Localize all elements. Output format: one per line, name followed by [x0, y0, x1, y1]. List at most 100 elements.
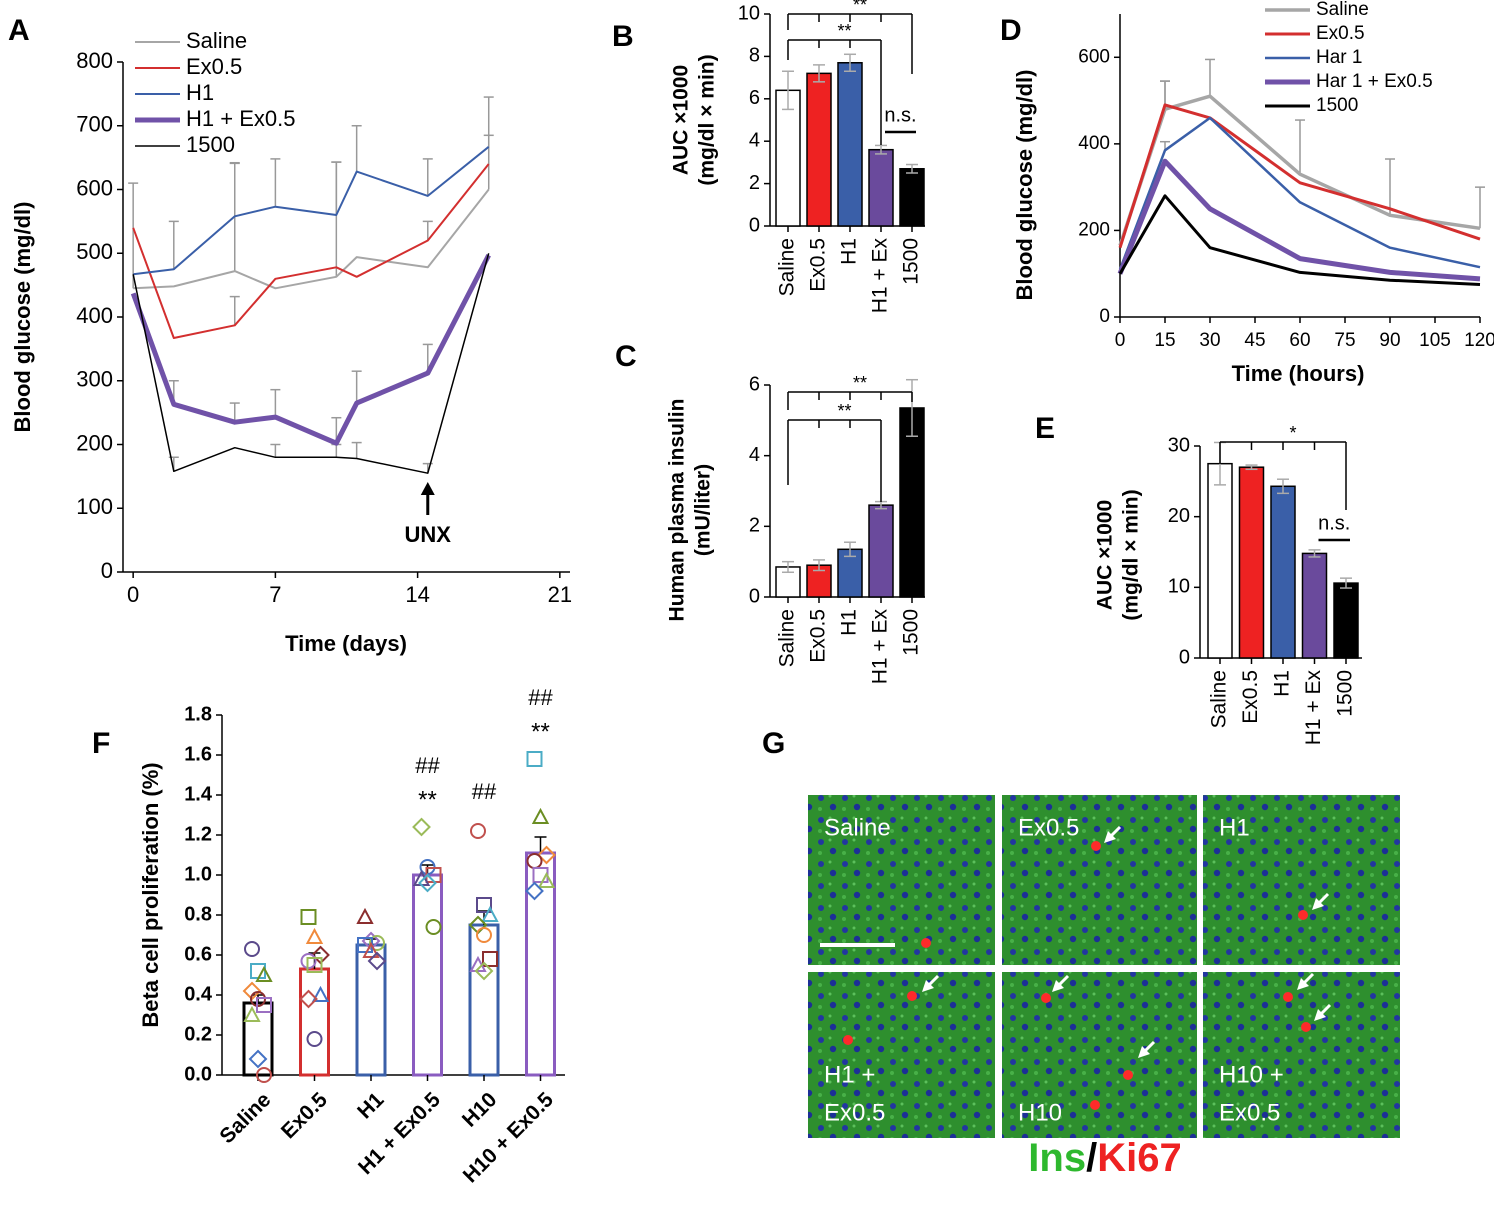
- series-line: [132, 253, 490, 474]
- bar: [1238, 466, 1265, 659]
- data-point: [531, 807, 550, 824]
- panel-letter: G: [762, 727, 785, 760]
- data-point: [300, 909, 317, 925]
- ki67-cell: [1298, 910, 1308, 920]
- panel-letter: F: [92, 727, 110, 760]
- x-tick-label: 0: [1115, 330, 1126, 351]
- data-point: [306, 957, 323, 973]
- x-tick-label: Ex0.5: [807, 609, 830, 663]
- y-tick-label: 4: [749, 129, 760, 151]
- x-tick-label: Ex0.5: [807, 238, 830, 292]
- significance-label: **: [837, 21, 851, 41]
- data-point: [418, 873, 437, 893]
- significance-label: n.s.: [1318, 512, 1350, 534]
- data-point: [311, 985, 330, 1002]
- y-tick-label: 0: [1179, 646, 1190, 668]
- bar: [775, 89, 801, 227]
- micrograph-label: H1: [1219, 814, 1250, 841]
- data-point: [362, 941, 380, 958]
- x-tick-label: Ex0.5: [277, 1088, 332, 1143]
- x-tick-label: Ex0.5: [1239, 670, 1262, 724]
- significance-label: **: [531, 718, 550, 745]
- x-tick-label: H10: [458, 1088, 502, 1132]
- y-tick-label: 2: [749, 515, 760, 537]
- x-tick-label: Saline: [776, 609, 799, 667]
- bar: [1270, 485, 1296, 659]
- data-point: [470, 823, 486, 839]
- x-tick-label: 21: [548, 582, 572, 607]
- arrowhead: [1312, 898, 1324, 910]
- ki67-cell: [1090, 1100, 1100, 1110]
- y-axis-label: Human plasma insulin: [666, 399, 689, 622]
- y-tick-label: 0.8: [184, 903, 212, 925]
- bar: [1207, 462, 1233, 659]
- ki67-cell: [1283, 992, 1293, 1002]
- data-point: [476, 927, 492, 943]
- significance-label: n.s.: [884, 104, 916, 126]
- series-line: [1118, 194, 1481, 286]
- y-tick-label: 300: [76, 367, 113, 392]
- data-point: [256, 997, 272, 1013]
- y-tick-label: 600: [1078, 46, 1110, 67]
- y-axis-label: AUC ×1000: [670, 65, 693, 175]
- legend-label: Har 1: [1316, 47, 1362, 68]
- x-tick-label: H1: [838, 609, 861, 636]
- annotation-arrowhead: [420, 482, 435, 495]
- y-tick-label: 1.4: [184, 783, 213, 805]
- micrograph: [1203, 795, 1400, 965]
- series-line: [133, 146, 490, 276]
- data-point: [299, 989, 318, 1009]
- legend-label: H1 + Ex0.5: [186, 106, 295, 131]
- x-tick-label: 75: [1334, 330, 1355, 351]
- ki67-cell: [921, 938, 931, 948]
- data-point: [537, 871, 556, 888]
- arrowhead: [1104, 831, 1116, 843]
- y-tick-label: 400: [1078, 133, 1110, 154]
- x-tick-label: H1 + Ex: [869, 238, 892, 314]
- y-tick-label: 0: [1099, 306, 1110, 327]
- legend-label: 1500: [1316, 95, 1358, 116]
- significance-label: ##: [528, 685, 553, 710]
- data-point: [474, 961, 494, 981]
- y-axis-label: (mg/dl × min): [696, 54, 719, 185]
- caption-part: /: [1086, 1136, 1097, 1180]
- y-tick-label: 500: [76, 239, 113, 264]
- micrograph: [1203, 972, 1400, 1138]
- bar: [299, 967, 330, 1077]
- significance-label: ##: [472, 779, 497, 804]
- y-tick-label: 6: [749, 373, 760, 395]
- x-tick-label: H1 + Ex: [869, 609, 892, 685]
- y-axis-label: Blood glucose (mg/dl): [1012, 70, 1037, 301]
- significance-label: **: [418, 786, 437, 813]
- y-tick-label: 1.2: [184, 823, 212, 845]
- data-point: [243, 1005, 261, 1022]
- x-tick-label: Saline: [776, 238, 799, 296]
- significance-label: **: [837, 401, 851, 421]
- y-tick-label: 800: [76, 48, 113, 73]
- y-tick-label: 200: [1078, 219, 1110, 240]
- micrograph-label: H1 +: [824, 1061, 875, 1088]
- bar: [412, 873, 443, 1077]
- y-axis-label: AUC ×1000: [1094, 500, 1117, 610]
- significance-label: *: [1289, 423, 1296, 443]
- x-axis-label: Time (days): [285, 631, 407, 656]
- micrograph-label: Saline: [824, 814, 891, 841]
- data-point: [256, 1067, 272, 1083]
- micrograph-label: H10: [1018, 1099, 1062, 1126]
- caption: Ins/Ki67: [1028, 1136, 1181, 1180]
- micrograph-label: H10 +: [1219, 1061, 1284, 1088]
- significance-label: **: [853, 0, 867, 15]
- data-point: [482, 951, 498, 967]
- y-tick-label: 8: [749, 45, 760, 67]
- ki67-cell: [1091, 841, 1101, 851]
- x-tick-label: 1500: [1334, 670, 1357, 717]
- y-tick-label: 0.6: [184, 943, 212, 965]
- x-axis-label: Time (hours): [1232, 361, 1365, 386]
- y-tick-label: 100: [76, 494, 113, 519]
- y-tick-label: 0: [749, 585, 760, 607]
- micrograph: [1002, 972, 1197, 1138]
- micrograph: [808, 795, 995, 965]
- x-tick-label: H1 + Ex: [1302, 670, 1325, 746]
- x-tick-label: H1: [1271, 670, 1294, 697]
- data-point: [526, 751, 543, 767]
